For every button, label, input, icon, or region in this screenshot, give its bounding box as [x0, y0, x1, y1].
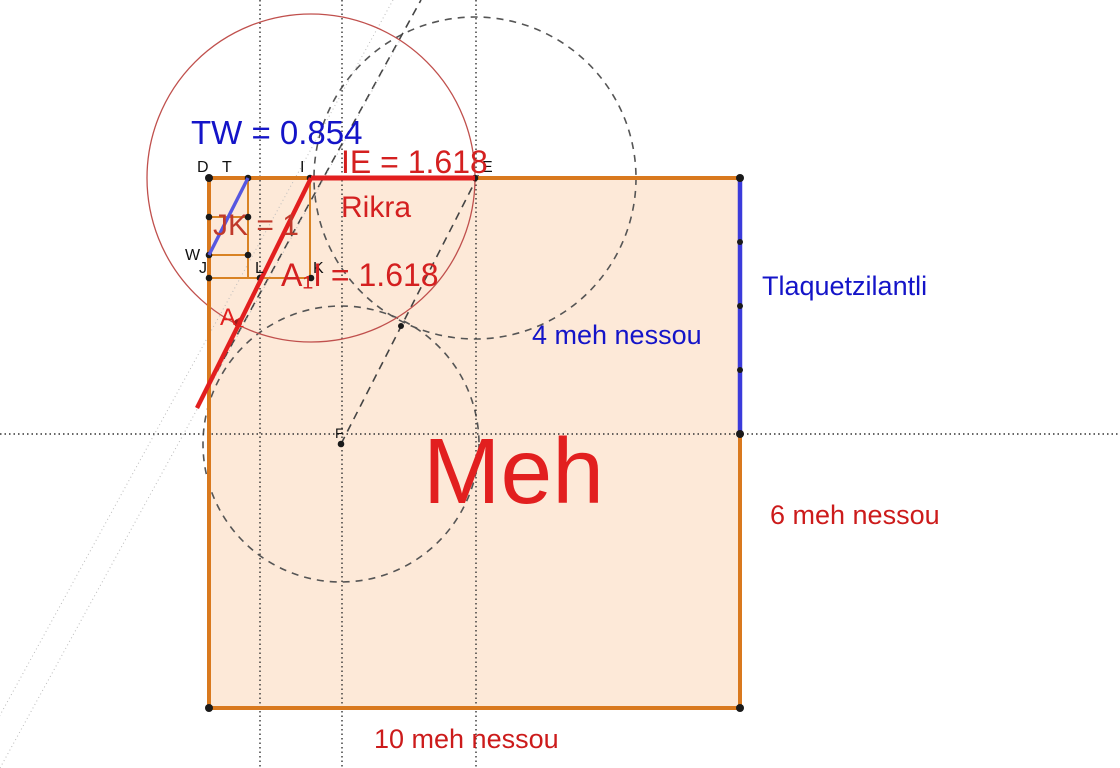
- svg-text:A₁I = 1.618: A₁I = 1.618: [281, 257, 439, 293]
- svg-text:4 meh nessou: 4 meh nessou: [532, 320, 702, 350]
- svg-text:JK = 1: JK = 1: [213, 209, 299, 242]
- svg-text:IE = 1.618: IE = 1.618: [341, 144, 488, 180]
- svg-text:L: L: [255, 260, 264, 277]
- svg-text:Meh: Meh: [423, 419, 604, 523]
- svg-text:A₁: A₁: [220, 304, 244, 331]
- svg-text:I: I: [300, 159, 304, 176]
- svg-text:6 meh nessou: 6 meh nessou: [770, 500, 940, 530]
- svg-text:10 meh nessou: 10 meh nessou: [374, 724, 559, 754]
- svg-text:TW = 0.854: TW = 0.854: [191, 114, 363, 151]
- svg-text:D: D: [197, 159, 209, 176]
- svg-text:Tlaquetzilantli: Tlaquetzilantli: [762, 271, 927, 301]
- svg-text:T: T: [222, 159, 232, 176]
- svg-text:F: F: [335, 425, 344, 441]
- svg-text:J: J: [199, 260, 207, 277]
- svg-text:Rikra: Rikra: [341, 191, 411, 224]
